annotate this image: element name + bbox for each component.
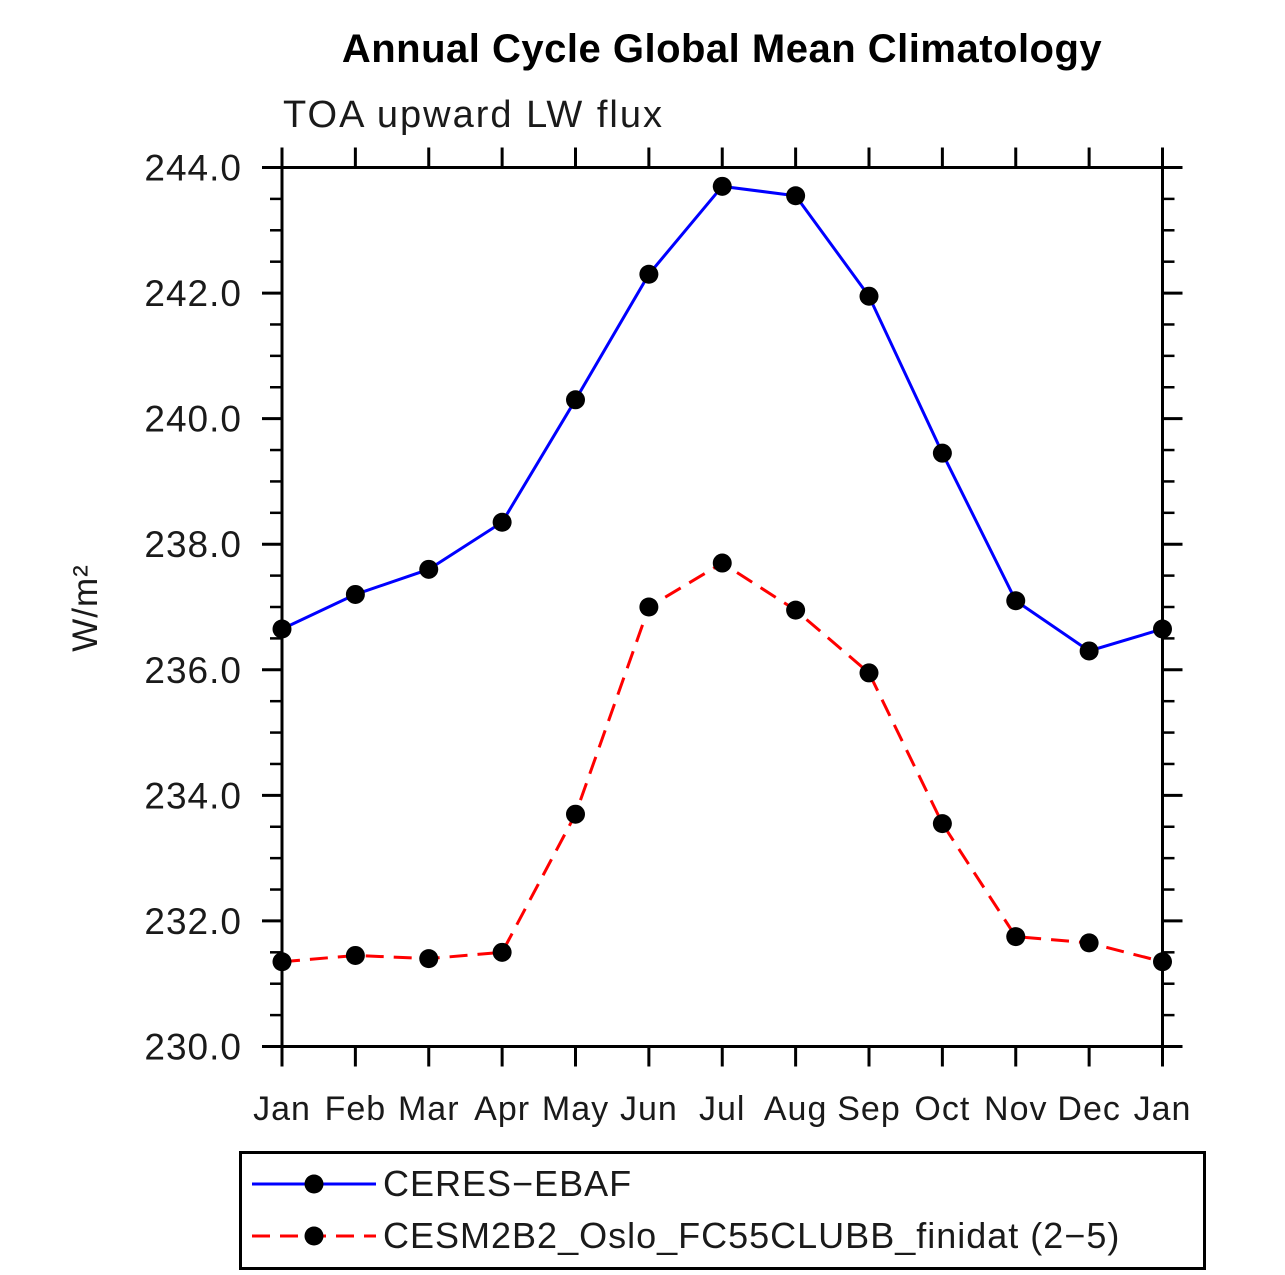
data-point-marker	[1079, 933, 1099, 953]
x-tick-label: Feb	[325, 1090, 387, 1128]
data-point-marker	[272, 619, 292, 639]
data-point-marker	[419, 949, 439, 969]
legend-border	[239, 1151, 1206, 1270]
data-point-marker	[639, 597, 659, 617]
data-point-marker	[492, 512, 512, 532]
axis-ticks	[262, 147, 1183, 1067]
series-line	[281, 561, 1163, 964]
chart-title: Annual Cycle Global Mean Climatology	[342, 27, 1103, 71]
x-tick-label: Oct	[914, 1090, 970, 1128]
data-series	[272, 176, 1172, 972]
y-axis-label: W/m²	[66, 564, 105, 652]
chart-subtitle: TOA upward LW flux	[283, 94, 664, 136]
y-tick-label: 236.0	[144, 650, 242, 691]
series-line	[281, 184, 1163, 653]
data-point-marker	[1153, 952, 1172, 972]
data-point-marker	[786, 186, 806, 206]
x-tick-label: Jan	[253, 1090, 311, 1128]
data-point-marker	[1006, 927, 1026, 947]
data-point-marker	[859, 286, 879, 306]
legend-label: CESM2B2_Oslo_FC55CLUBB_finidat (2−5)	[383, 1215, 1120, 1256]
data-point-marker	[712, 553, 732, 573]
y-tick-label: 234.0	[144, 775, 242, 816]
plot-frame	[280, 166, 1164, 1048]
data-point-marker	[932, 443, 952, 463]
data-point-marker	[639, 264, 659, 284]
y-tick-label: 244.0	[144, 148, 242, 189]
legend-marker	[304, 1174, 324, 1194]
data-point-marker	[1153, 619, 1172, 639]
y-tick-label: 232.0	[144, 901, 242, 942]
legend-label: CERES−EBAF	[383, 1163, 632, 1204]
y-tick-labels: 230.0 232.0 234.0 236.0 238.0 240.0 242.0 244.0	[144, 148, 242, 1068]
data-point-marker	[1079, 641, 1099, 661]
x-tick-label: May	[542, 1090, 609, 1128]
x-tick-label: Nov	[984, 1090, 1047, 1128]
data-point-marker	[492, 942, 512, 962]
y-tick-label: 230.0	[144, 1027, 242, 1068]
x-tick-labels: Jan Feb Mar Apr May Jun Jul Aug Sep Oct Nov Dec Jan	[253, 1090, 1192, 1128]
x-tick-label: Jul	[699, 1090, 745, 1128]
data-point-marker	[932, 814, 952, 834]
data-point-marker	[566, 390, 585, 410]
x-tick-label: Aug	[764, 1090, 828, 1128]
x-tick-label: Dec	[1057, 1090, 1120, 1128]
data-point-marker	[419, 559, 439, 579]
x-tick-label: Jun	[620, 1090, 678, 1128]
data-point-marker	[712, 176, 732, 196]
x-tick-label: Apr	[474, 1090, 530, 1128]
y-tick-label: 240.0	[144, 399, 242, 440]
y-tick-label: 242.0	[144, 273, 242, 314]
y-tick-label: 238.0	[144, 524, 242, 565]
legend-marker	[304, 1226, 324, 1246]
data-point-marker	[566, 804, 585, 824]
data-point-marker	[1006, 591, 1026, 611]
x-tick-label: Mar	[398, 1090, 460, 1128]
data-point-marker	[345, 945, 365, 965]
x-tick-label: Sep	[837, 1090, 901, 1128]
x-tick-label: Jan	[1134, 1090, 1192, 1128]
data-point-marker	[345, 584, 365, 604]
data-point-marker	[786, 600, 806, 620]
plot-border	[280, 166, 1164, 1048]
data-point-marker	[272, 952, 292, 972]
data-point-marker	[859, 663, 879, 683]
legend: CERES−EBAF CESM2B2_Oslo_FC55CLUBB_finidat…	[239, 1151, 1206, 1270]
